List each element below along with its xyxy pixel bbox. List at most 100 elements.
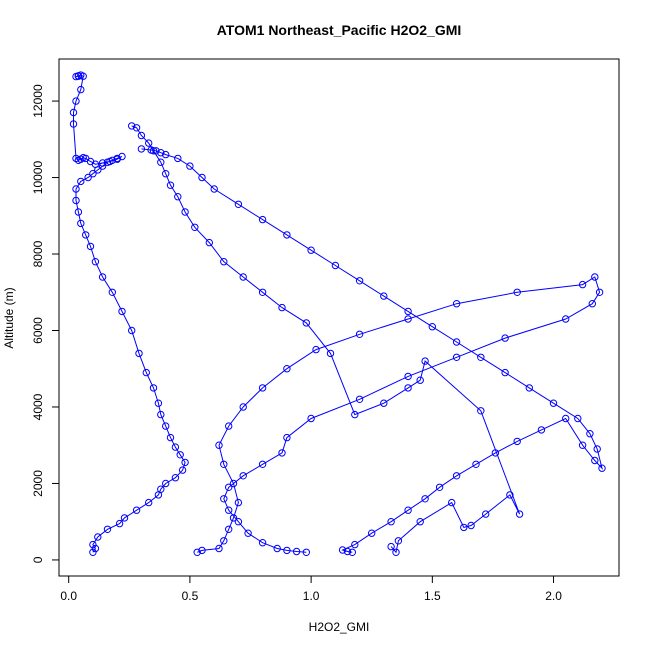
y-tick-label: 10000 [31, 161, 45, 195]
data-point [258, 384, 267, 392]
data-point [89, 548, 97, 556]
data-point [86, 242, 95, 251]
data-point [404, 384, 412, 392]
data-point [77, 219, 85, 228]
data-point [108, 288, 117, 296]
data-point [513, 437, 521, 446]
x-axis-label: H2O2_GMI [309, 620, 370, 634]
data-point [472, 460, 480, 468]
data-point [562, 315, 570, 323]
data-point [404, 307, 412, 316]
data-point [574, 414, 582, 423]
data-point [181, 208, 189, 216]
data-point [477, 407, 485, 415]
data-point [89, 540, 97, 549]
data-point [198, 546, 206, 555]
data-point [598, 464, 606, 472]
data-point [98, 159, 107, 167]
data-point [416, 376, 424, 384]
data-point [348, 548, 356, 556]
data-point [220, 495, 228, 503]
data-point [145, 498, 153, 507]
data-point [452, 353, 461, 361]
data-point [69, 108, 78, 117]
data-point [331, 261, 340, 270]
data-point [404, 506, 412, 514]
data-point [435, 483, 444, 491]
data-point [394, 537, 403, 545]
data-point [115, 519, 124, 528]
x-tick-label: 1.0 [303, 589, 320, 603]
data-point [351, 540, 359, 549]
data-point [326, 349, 335, 358]
series-layer [69, 71, 606, 556]
data-point [513, 288, 521, 296]
data-point [157, 485, 165, 493]
data-point [113, 155, 121, 163]
data-point [186, 162, 194, 170]
data-point [278, 449, 286, 457]
x-tick-label: 0.5 [182, 589, 199, 603]
data-point [292, 547, 301, 556]
data-point [69, 120, 78, 128]
y-tick-label: 6000 [31, 317, 45, 344]
data-point [525, 384, 533, 392]
data-point [283, 433, 291, 442]
data-point [307, 246, 315, 254]
data-point [482, 510, 490, 518]
data-point [220, 460, 228, 468]
data-point [501, 334, 509, 342]
data-point [154, 399, 163, 407]
data-point [234, 498, 243, 507]
data-point [239, 472, 247, 480]
data-point [89, 170, 97, 178]
data-point [220, 537, 228, 545]
data-point [166, 181, 175, 189]
series-line-2 [197, 276, 601, 553]
data-point [72, 185, 80, 193]
data-point [515, 510, 524, 518]
data-point [174, 193, 182, 201]
data-point [225, 422, 233, 430]
data-point [273, 544, 281, 553]
data-point [591, 273, 599, 281]
data-point [244, 529, 252, 537]
data-point [283, 231, 291, 239]
data-point [586, 430, 594, 438]
data-point [176, 451, 184, 459]
y-tick-label: 12000 [31, 84, 45, 118]
data-point [595, 288, 604, 296]
data-point [72, 97, 80, 105]
data-point [162, 170, 170, 178]
data-point [380, 399, 388, 407]
y-tick-label: 2000 [31, 470, 45, 497]
data-point [312, 345, 320, 354]
data-point [215, 441, 223, 449]
data-point [178, 466, 187, 474]
data-point [578, 441, 587, 449]
data-point [118, 307, 126, 316]
data-point [234, 200, 243, 209]
data-point [355, 395, 364, 403]
data-point [162, 422, 170, 430]
data-point [387, 518, 395, 526]
y-axis: 0 2000 4000 6000 8000 10000 12000 [31, 84, 60, 563]
data-point [278, 303, 286, 312]
data-point [416, 518, 424, 526]
series-line-4 [131, 125, 521, 554]
data-point [283, 365, 291, 373]
data-point [387, 542, 395, 551]
data-point [258, 288, 267, 296]
data-point [120, 514, 129, 522]
data-point [591, 456, 599, 465]
data-point [283, 546, 291, 555]
data-point [166, 433, 175, 442]
data-point [225, 525, 233, 533]
data-point [258, 539, 267, 547]
data-point [307, 414, 315, 423]
x-tick-label: 2.0 [545, 589, 562, 603]
data-point [171, 443, 180, 451]
data-point [132, 506, 141, 514]
data-point [74, 156, 83, 165]
data-point [392, 548, 400, 556]
